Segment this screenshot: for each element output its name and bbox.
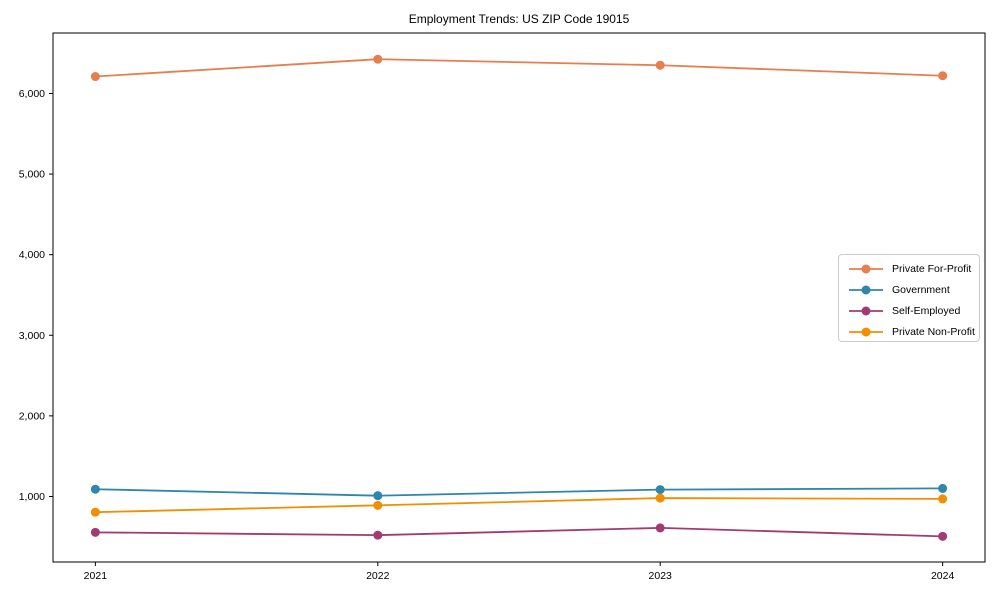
data-point-private-non-profit — [373, 500, 383, 510]
data-point-government — [373, 491, 383, 501]
data-point-self-employed — [655, 523, 665, 533]
x-tick-label: 2023 — [649, 570, 673, 582]
legend-marker-government — [849, 285, 883, 294]
axes-frame — [52, 32, 986, 563]
y-tick-label: 5,000 — [19, 169, 45, 181]
series-line-government — [95, 487, 943, 497]
data-point-government — [938, 483, 948, 493]
y-tick-label: 1,000 — [19, 491, 45, 503]
legend-item-self-employed: Self-Employed — [849, 300, 979, 321]
x-tick-label: 2021 — [84, 570, 108, 582]
y-tick-label: 4,000 — [19, 249, 45, 261]
chart-title: Employment Trends: US ZIP Code 19015 — [408, 12, 630, 26]
data-point-private-for-profit — [373, 54, 383, 64]
y-tick-label: 6,000 — [19, 88, 45, 100]
legend-marker-self-employed — [849, 306, 883, 315]
legend-item-private-non-profit: Private Non-Profit — [849, 321, 979, 342]
data-point-private-for-profit — [938, 71, 948, 81]
legend-marker-private-non-profit — [849, 327, 883, 336]
data-point-private-for-profit — [655, 60, 665, 70]
data-point-government — [90, 484, 100, 494]
legend: Private For-Profit Government Self-Emplo… — [838, 254, 980, 342]
y-tick-label: 2,000 — [19, 410, 45, 422]
legend-label-private-non-profit: Private Non-Profit — [892, 325, 975, 338]
data-point-government — [655, 485, 665, 495]
legend-item-government: Government — [849, 279, 979, 300]
y-tick-label: 3,000 — [19, 330, 45, 342]
data-point-self-employed — [90, 527, 100, 537]
legend-item-private-for-profit: Private For-Profit — [849, 258, 979, 279]
data-point-self-employed — [373, 530, 383, 540]
series-line-private-non-profit — [95, 497, 943, 514]
data-point-private-non-profit — [90, 507, 100, 517]
x-tick-label: 2024 — [931, 570, 955, 582]
series-line-self-employed — [95, 527, 943, 538]
legend-marker-private-for-profit — [849, 264, 883, 273]
data-point-private-non-profit — [938, 494, 948, 504]
data-point-self-employed — [938, 531, 948, 541]
legend-label-self-employed: Self-Employed — [892, 304, 961, 317]
x-tick-label: 2022 — [366, 570, 390, 582]
legend-label-private-for-profit: Private For-Profit — [892, 262, 972, 275]
data-point-private-non-profit — [655, 493, 665, 503]
legend-label-government: Government — [892, 283, 950, 296]
data-point-private-for-profit — [90, 72, 100, 82]
series-line-private-for-profit — [95, 58, 943, 78]
